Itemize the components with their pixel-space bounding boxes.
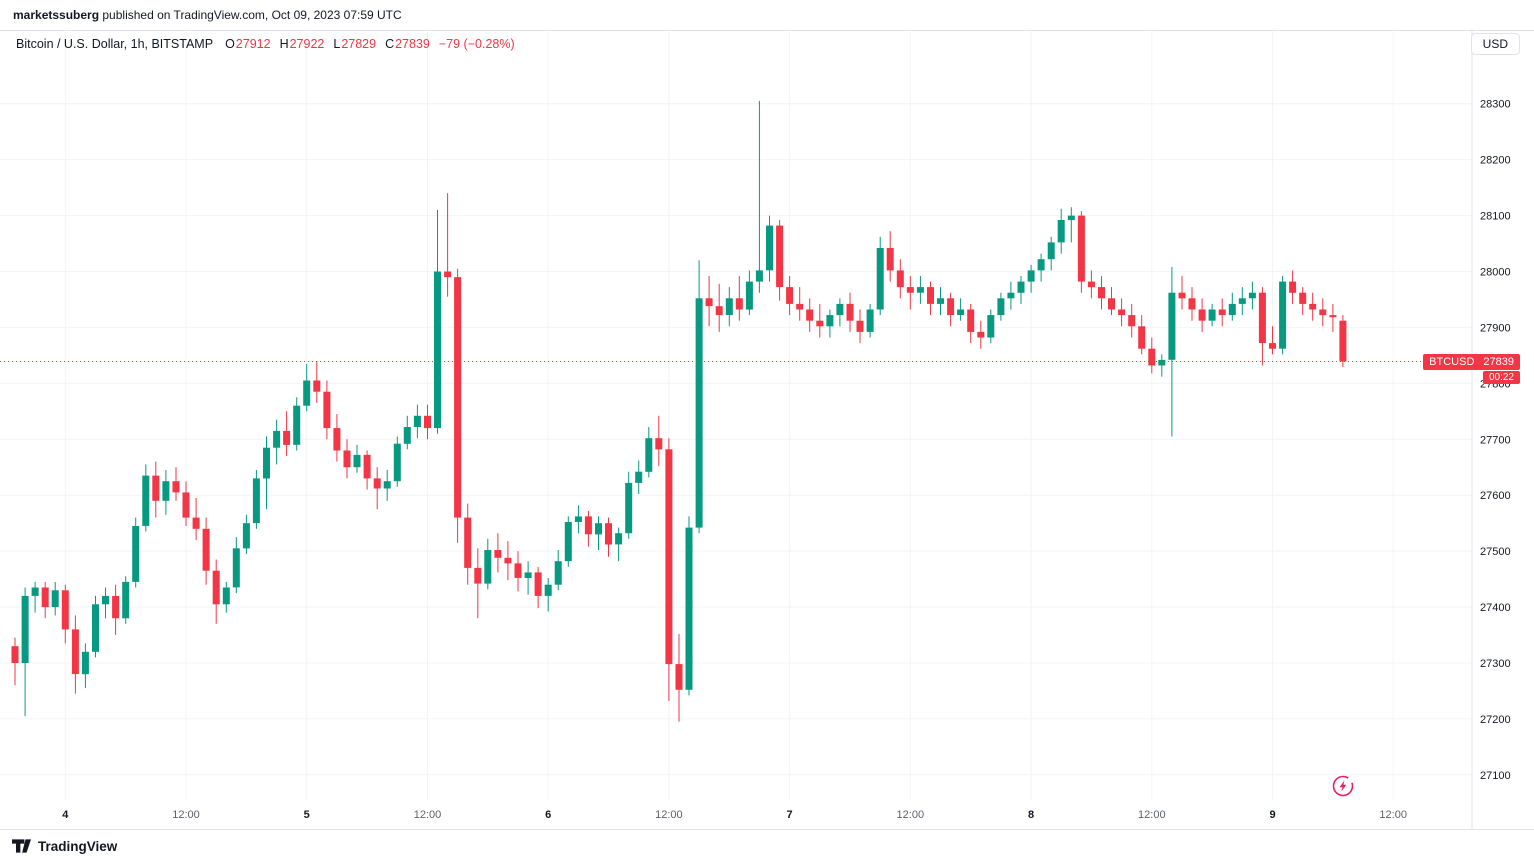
svg-text:8: 8 xyxy=(1028,809,1034,821)
footer-bar: TradingView xyxy=(0,829,1534,862)
svg-text:27700: 27700 xyxy=(1480,434,1511,446)
grid-layer xyxy=(0,31,1472,800)
ohlc-values: O27912 H27922 L27829 C27839 −79 (−0.28%) xyxy=(225,37,515,51)
attribution-user: marketssuberg xyxy=(13,8,100,22)
time-axis[interactable]: 4 12:00 5 12:00 6 12:00 7 12:00 8 12:00 9 12:00 xyxy=(62,809,1407,821)
svg-text:12:00: 12:00 xyxy=(1138,809,1166,821)
svg-text:12:00: 12:00 xyxy=(897,809,925,821)
low-label: L xyxy=(333,37,341,51)
bar-countdown: 00:22 xyxy=(1482,371,1520,384)
svg-text:12:00: 12:00 xyxy=(1379,809,1407,821)
chart-legend: Bitcoin / U.S. Dollar, 1h, BITSTAMP O279… xyxy=(16,37,515,51)
svg-text:27100: 27100 xyxy=(1480,770,1511,782)
price-axis[interactable]: 2830028200281002800027900278002770027600… xyxy=(1480,99,1511,782)
currency-unit-button[interactable]: USD xyxy=(1470,33,1520,55)
change-value: −79 (−0.28%) xyxy=(438,37,515,51)
svg-text:28100: 28100 xyxy=(1480,211,1511,223)
attribution-text: published on TradingView.com, Oct 09, 20… xyxy=(99,8,402,22)
high-value: 27922 xyxy=(289,37,325,51)
svg-text:27600: 27600 xyxy=(1480,490,1511,502)
svg-text:7: 7 xyxy=(787,809,793,821)
current-price-badge[interactable]: BTCUSD 27839 00:22 xyxy=(1423,354,1520,384)
svg-text:5: 5 xyxy=(304,809,310,821)
price-label-row[interactable]: BTCUSD 27839 xyxy=(1423,354,1520,370)
svg-text:27300: 27300 xyxy=(1480,658,1511,670)
svg-text:27400: 27400 xyxy=(1480,602,1511,614)
low-value: 27829 xyxy=(341,37,377,51)
svg-text:27200: 27200 xyxy=(1480,714,1511,726)
flash-icon[interactable] xyxy=(1331,774,1355,798)
svg-text:12:00: 12:00 xyxy=(172,809,200,821)
svg-text:27900: 27900 xyxy=(1480,322,1511,334)
svg-text:4: 4 xyxy=(62,809,69,821)
candles-layer[interactable] xyxy=(11,100,1347,722)
tradingview-logo-text[interactable]: TradingView xyxy=(38,838,118,854)
price-symbol: BTCUSD xyxy=(1429,356,1475,368)
close-label: C xyxy=(385,37,395,51)
svg-text:28200: 28200 xyxy=(1480,155,1511,167)
svg-text:27500: 27500 xyxy=(1480,546,1511,558)
price-value: 27839 xyxy=(1483,356,1514,368)
svg-text:6: 6 xyxy=(545,809,551,821)
tradingview-logo-icon[interactable] xyxy=(12,839,31,853)
open-value: 27912 xyxy=(235,37,271,51)
high-label: H xyxy=(279,37,289,51)
close-value: 27839 xyxy=(395,37,430,51)
attribution-bar: marketssuberg published on TradingView.c… xyxy=(0,0,1534,31)
svg-text:12:00: 12:00 xyxy=(414,809,442,821)
svg-text:12:00: 12:00 xyxy=(655,809,683,821)
symbol-title[interactable]: Bitcoin / U.S. Dollar, 1h, BITSTAMP xyxy=(16,37,214,51)
svg-text:28000: 28000 xyxy=(1480,267,1511,279)
open-label: O xyxy=(225,37,235,51)
svg-text:9: 9 xyxy=(1269,809,1275,821)
svg-text:28300: 28300 xyxy=(1480,99,1511,111)
